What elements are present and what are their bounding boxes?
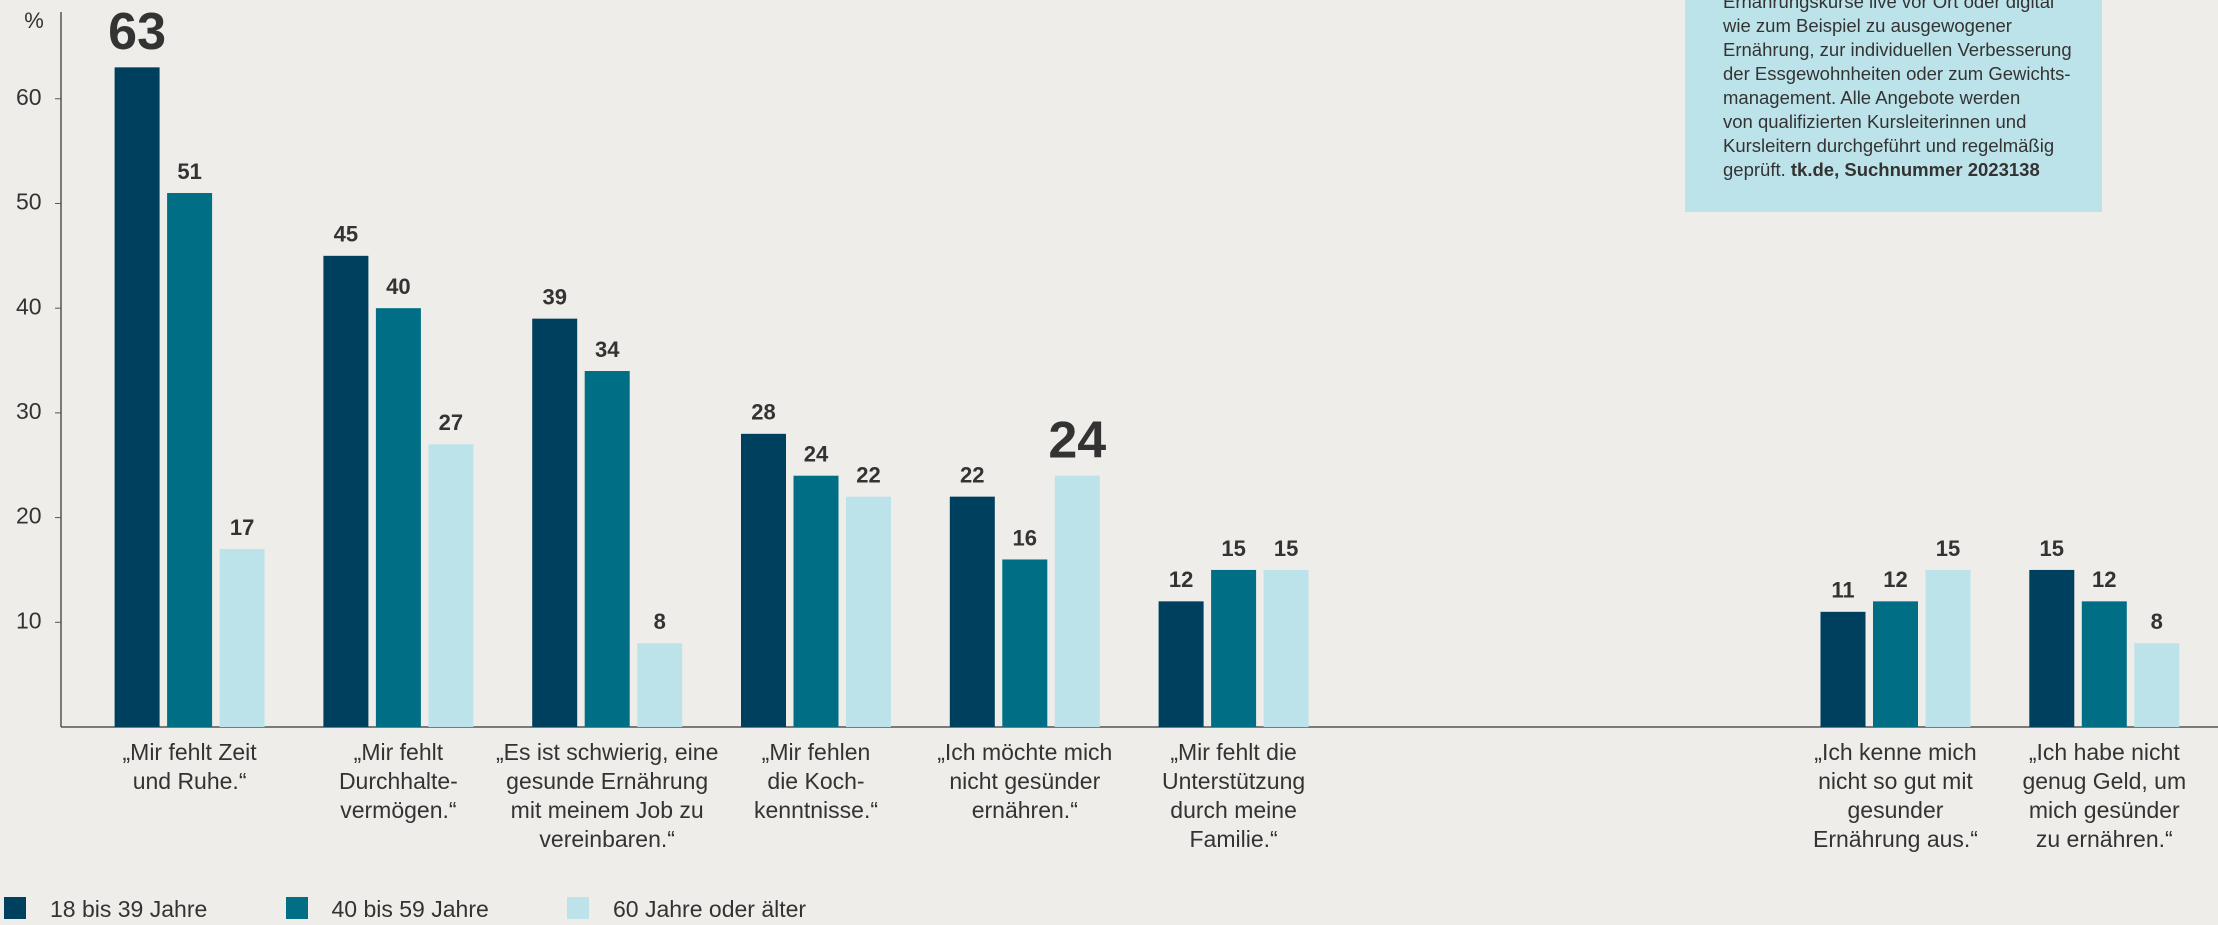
value-label: 15 [1274,536,1298,561]
value-label: 15 [2040,536,2064,561]
note-line: management. Alle Angebote werden [1723,87,2021,108]
x-tick-label: „Mir fehlt Zeit und Ruhe.“ [122,739,257,794]
value-label: 11 [1831,578,1854,603]
bar [846,496,891,727]
value-label: 12 [1169,567,1193,592]
bar [428,444,474,727]
value-label: 45 [334,222,358,247]
y-tick-label: 50 [16,189,42,215]
value-label: 24 [804,442,829,467]
y-tick-label: 10 [16,607,42,633]
x-tick-label: „Mir fehlen die Koch- kenntnisse.“ [753,739,878,823]
bar [2029,569,2075,727]
value-label: 24 [1048,411,1106,469]
legend-label: 40 bis 59 Jahre [331,896,489,922]
bar [1925,569,1971,727]
info-box: Ernährungskurse live vor Ort oder digita… [1685,0,2102,212]
value-label: 34 [595,337,620,362]
legend-label: 18 bis 39 Jahre [50,896,208,922]
bar [167,193,213,727]
bar [375,308,421,727]
note-line: geprüft. tk.de, Suchnummer 2023138 [1723,159,2040,180]
value-label: 22 [856,462,880,487]
y-unit: % [24,8,44,33]
bar [1158,601,1204,727]
note-line: von qualifizierten Kursleiterinnen und [1723,111,2027,132]
value-label: 16 [1013,525,1037,550]
value-label: 12 [2092,567,2116,592]
value-label: 15 [1221,536,1245,561]
bar [949,496,995,727]
value-label: 8 [654,609,666,634]
bar [1054,475,1100,727]
value-label: 39 [542,284,566,309]
bar [2081,601,2127,727]
note-reference: tk.de, Suchnummer 2023138 [1790,159,2040,180]
value-label: 51 [177,159,201,184]
bar [114,67,160,727]
bar [532,318,578,727]
y-tick-label: 40 [16,293,42,319]
bar [2134,643,2180,727]
y-tick-label: 20 [16,503,42,529]
bar [219,549,265,727]
bar [1211,569,1257,727]
value-label: 27 [439,410,463,435]
bar [637,643,683,727]
value-label: 15 [1936,536,1960,561]
value-label: 63 [108,3,166,61]
x-tick-label: „Ich kenne mich nicht so gut mit gesunde… [1813,739,1978,852]
y-tick-label: 30 [16,398,42,424]
bar [584,371,630,727]
value-label: 28 [751,400,775,425]
note-line: wie zum Beispiel zu ausgewogener [1723,15,2012,36]
bar [323,255,369,727]
x-tick-label: „Mir fehlt die Unterstützung durch meine… [1161,739,1306,852]
value-label: 22 [960,462,984,487]
value-label: 12 [1883,567,1907,592]
value-label: 40 [386,274,410,299]
x-tick-label: „Ich habe nicht genug Geld, um mich gesü… [2022,739,2187,852]
note-line: Ernährungskurse live vor Ort oder digita… [1723,0,2055,12]
bar [741,433,786,727]
legend-swatch [4,897,26,919]
x-tick-label: „Mir fehlt Durchhalte- vermögen.“ [338,739,458,823]
note-line: Kursleitern durchgeführt und regelmäßig [1723,135,2055,156]
bar [1002,559,1048,727]
bar [1820,611,1866,727]
y-tick-label: 60 [16,84,42,110]
legend-label: 60 Jahre oder älter [613,896,807,922]
bar [1263,569,1309,727]
x-tick-label: „Es ist schwierig, eine gesunde Ernährun… [495,739,719,852]
x-tick-label: „Ich möchte mich nicht gesünder ernähren… [937,739,1113,823]
legend-swatch [285,897,308,919]
legend-swatch [567,897,589,919]
bar [1872,601,1918,727]
value-label: 17 [230,515,254,540]
value-label: 8 [2151,609,2163,634]
note-line: der Essgewohnheiten oder zum Gewichts- [1723,63,2071,84]
note-line: Ernährung, zur individuellen Verbesserun… [1723,39,2072,60]
bar [793,475,839,727]
